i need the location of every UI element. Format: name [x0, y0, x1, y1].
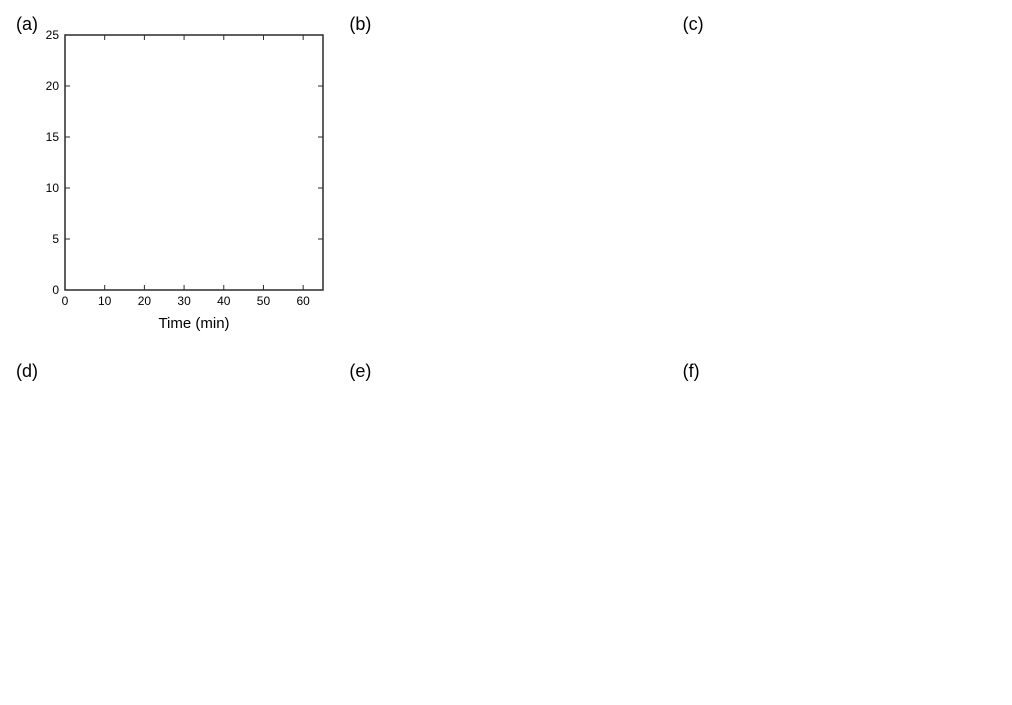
panel-d-label: (d): [16, 361, 38, 382]
svg-text:0: 0: [52, 283, 59, 297]
svg-text:50: 50: [257, 294, 271, 308]
panel-c: (c): [677, 10, 1002, 349]
svg-text:Time (min): Time (min): [158, 315, 229, 332]
svg-text:20: 20: [138, 294, 152, 308]
svg-text:15: 15: [46, 130, 60, 144]
panel-e: (e): [343, 357, 668, 696]
svg-text:60: 60: [296, 294, 310, 308]
svg-text:10: 10: [98, 294, 112, 308]
svg-text:25: 25: [46, 28, 60, 42]
svg-text:5: 5: [52, 232, 59, 246]
panel-f-label: (f): [683, 361, 700, 382]
svg-text:30: 30: [177, 294, 191, 308]
panel-b-label: (b): [349, 14, 371, 35]
panel-a: (a) 0 10 20 30 40 50 60 0 5 10 15 20 25 Time (min): [10, 10, 335, 349]
svg-text:40: 40: [217, 294, 231, 308]
panel-d: (d): [10, 357, 335, 696]
panel-c-label: (c): [683, 14, 704, 35]
panel-f: (f): [677, 357, 1002, 696]
svg-text:10: 10: [46, 181, 60, 195]
panel-e-label: (e): [349, 361, 371, 382]
panel-a-chart: 0 10 20 30 40 50 60 0 5 10 15 20 25 Time (min): [10, 10, 335, 345]
panel-a-label: (a): [16, 14, 38, 35]
figure-grid: (a) 0 10 20 30 40 50 60 0 5 10 15 20 25 Time (min) (b…: [0, 0, 1012, 705]
svg-text:20: 20: [46, 79, 60, 93]
svg-text:0: 0: [62, 294, 69, 308]
panel-b: (b): [343, 10, 668, 349]
